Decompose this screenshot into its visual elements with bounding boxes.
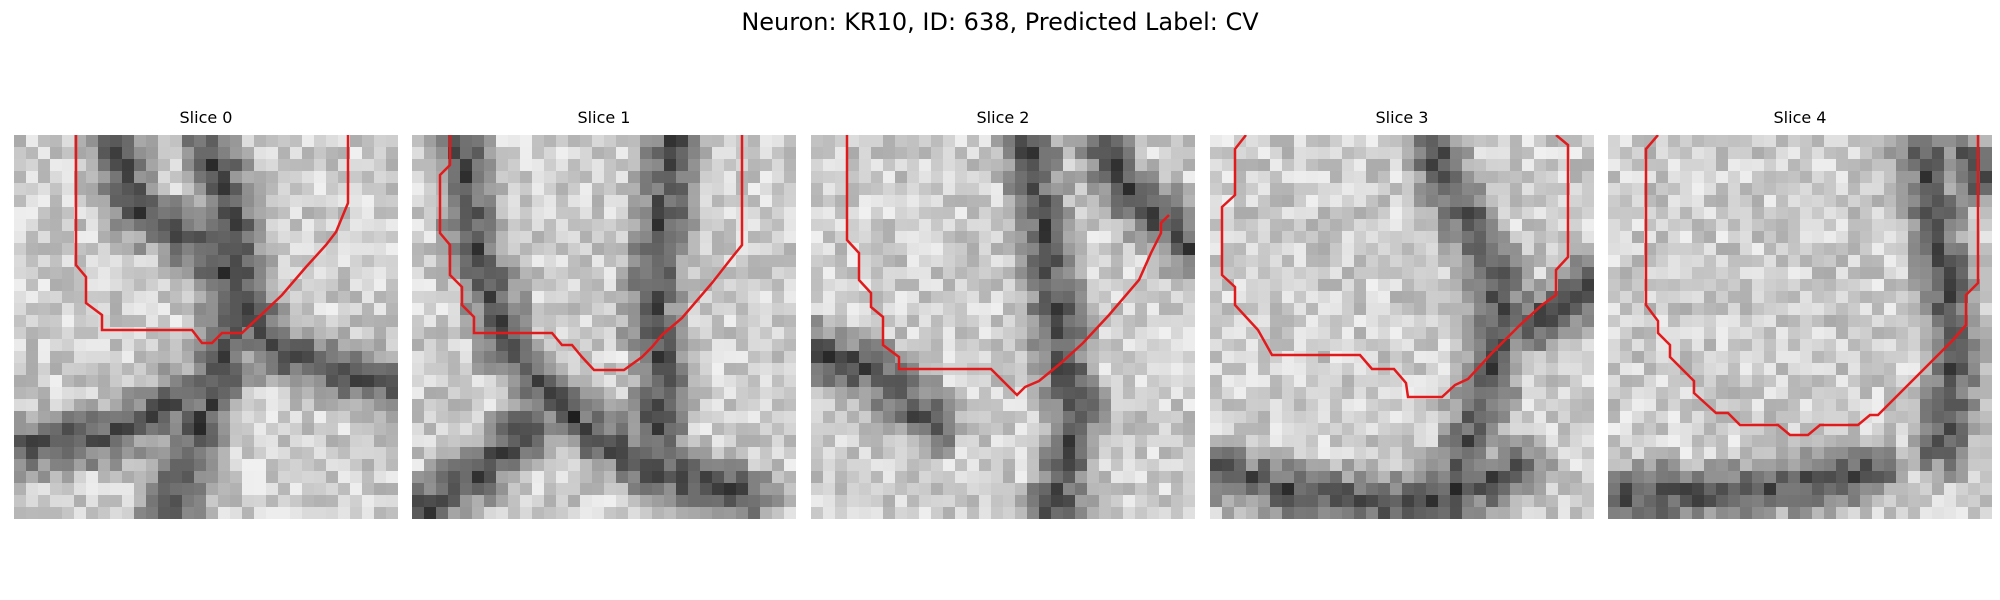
slice-title: Slice 3 bbox=[1375, 108, 1429, 127]
cell-boundary-contour bbox=[1644, 135, 1980, 437]
slice-title: Slice 1 bbox=[577, 108, 631, 127]
grayscale-micrograph bbox=[811, 135, 1195, 519]
cell-boundary-contour bbox=[845, 135, 1170, 397]
slice-panel-0: Slice 0 bbox=[14, 108, 398, 520]
grayscale-micrograph bbox=[412, 135, 796, 519]
grayscale-micrograph bbox=[1608, 135, 1992, 519]
grayscale-micrograph bbox=[1210, 135, 1594, 519]
grayscale-micrograph bbox=[14, 135, 398, 519]
slice-panel-2: Slice 2 bbox=[811, 108, 1195, 520]
slice-title: Slice 0 bbox=[179, 108, 233, 127]
slice-panel-3: Slice 3 bbox=[1210, 108, 1594, 520]
slice-panel-1: Slice 1 bbox=[412, 108, 796, 520]
slice-image bbox=[1608, 135, 1992, 519]
cell-boundary-contour bbox=[438, 135, 744, 372]
figure-title: Neuron: KR10, ID: 638, Predicted Label: … bbox=[741, 8, 1259, 36]
slice-title: Slice 2 bbox=[976, 108, 1030, 127]
slice-image bbox=[412, 135, 796, 519]
cell-boundary-contour bbox=[1220, 135, 1570, 399]
slice-image bbox=[1210, 135, 1594, 519]
slice-image bbox=[811, 135, 1195, 519]
slice-title: Slice 4 bbox=[1773, 108, 1827, 127]
slice-image bbox=[14, 135, 398, 519]
slice-panel-4: Slice 4 bbox=[1608, 108, 1992, 520]
cell-boundary-contour bbox=[74, 135, 350, 345]
